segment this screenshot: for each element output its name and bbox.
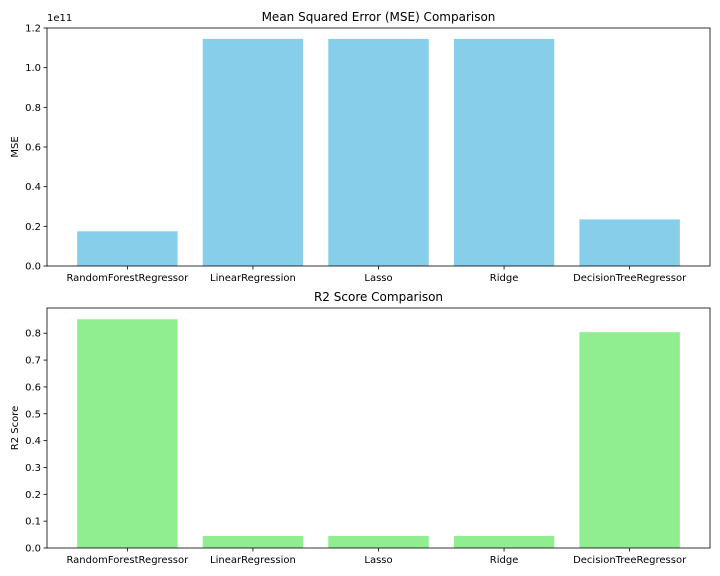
x-tick-label: RandomForestRegressor <box>66 273 189 284</box>
bar-Ridge <box>453 38 555 267</box>
y-tick-label: 0.4 <box>25 436 41 447</box>
y-tick-label: 0.0 <box>25 544 41 555</box>
y-tick-label: 0.2 <box>25 222 41 233</box>
y-tick-label: 1.0 <box>25 63 41 74</box>
chart-title: R2 Score Comparison <box>314 290 443 304</box>
bar-Ridge <box>453 535 555 548</box>
bar-DecisionTreeRegressor <box>579 219 680 266</box>
x-tick-label: LinearRegression <box>210 273 296 284</box>
chart-title: Mean Squared Error (MSE) Comparison <box>262 10 496 24</box>
y-tick-label: 0.3 <box>25 463 41 474</box>
y-tick-label: 0.8 <box>25 103 41 114</box>
y-tick-label: 0.7 <box>25 356 41 367</box>
x-tick-label: Lasso <box>364 273 392 284</box>
y-axis-label: MSE <box>10 136 21 157</box>
y-tick-label: 0.6 <box>25 382 41 393</box>
x-tick-label: DecisionTreeRegressor <box>573 273 687 284</box>
y-tick-label: 0.4 <box>25 182 41 193</box>
y-tick-label: 0.0 <box>25 262 41 273</box>
mse-chart: 0.0 0.2 0.4 0.6 0.8 1.0 1.2 RandomForestRegress… <box>10 10 711 284</box>
x-tick-label: Lasso <box>364 555 392 566</box>
y-tick-label: 0.6 <box>25 143 41 154</box>
axis-scale-label: 1e11 <box>47 13 72 24</box>
bar-Lasso <box>328 535 429 548</box>
bar-LinearRegression <box>202 535 304 548</box>
x-tick-label: Ridge <box>490 555 519 566</box>
bar-RandomForestRegressor <box>77 319 178 548</box>
x-tick-label: LinearRegression <box>210 555 296 566</box>
bar-RandomForestRegressor <box>77 231 178 266</box>
y-tick-label: 0.2 <box>25 490 41 501</box>
y-tick-label: 0.5 <box>25 409 41 420</box>
x-tick-label: DecisionTreeRegressor <box>573 555 687 566</box>
bar-Lasso <box>328 38 429 267</box>
x-tick-label: Ridge <box>490 273 519 284</box>
r2-chart: 0.0 0.1 0.2 0.3 0.4 0.5 0.6 0.7 0.8 RandomForestR… <box>10 290 711 566</box>
y-tick-label: 0.8 <box>25 329 41 340</box>
x-tick-label: RandomForestRegressor <box>66 555 189 566</box>
bar-DecisionTreeRegressor <box>579 332 680 548</box>
y-axis-label: R2 Score <box>10 406 21 451</box>
bar-LinearRegression <box>202 38 304 267</box>
y-tick-label: 1.2 <box>25 24 41 35</box>
y-tick-label: 0.1 <box>25 517 41 528</box>
